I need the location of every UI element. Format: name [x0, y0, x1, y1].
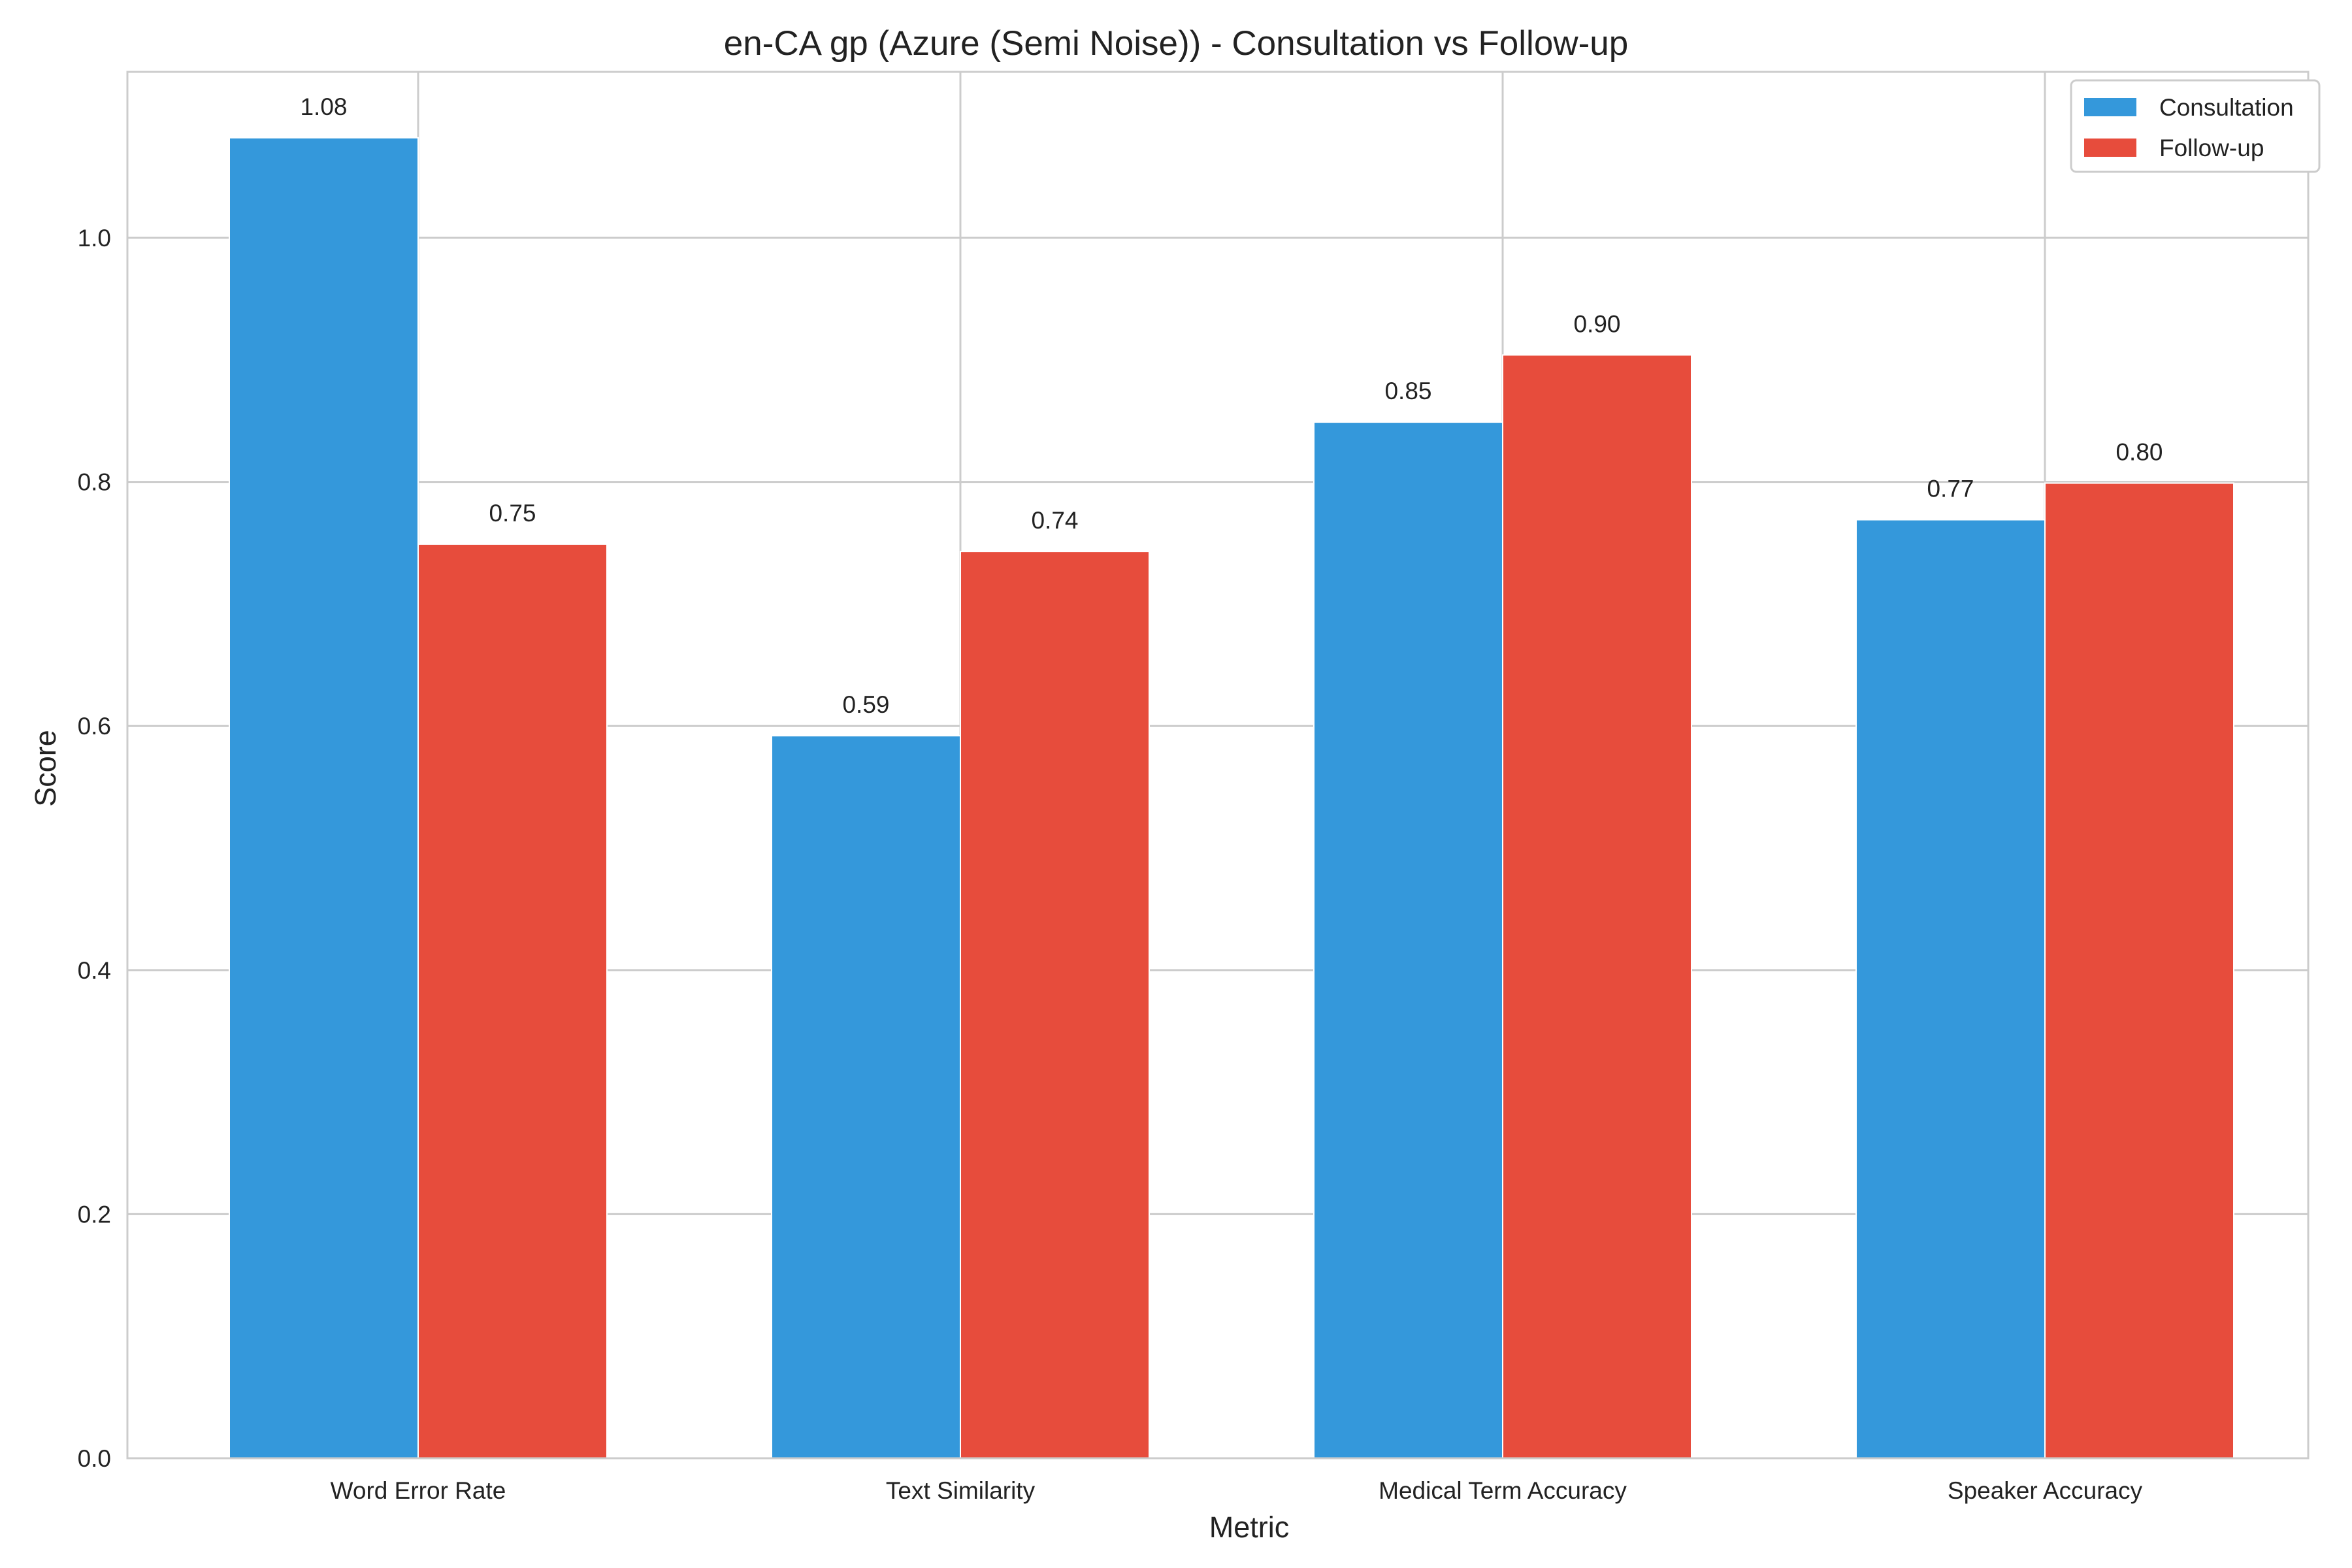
- legend-swatch: [2084, 139, 2136, 157]
- y-tick-label: 0.8: [78, 469, 111, 496]
- bar-value-label: 0.80: [2115, 439, 2163, 466]
- x-axis-title: Metric: [1209, 1511, 1290, 1544]
- bar-value-label: 0.74: [1031, 507, 1078, 534]
- bar-value-label: 0.90: [1573, 310, 1620, 337]
- bar-consultation: [1855, 519, 2046, 1459]
- chart-title: en-CA gp (Azure (Semi Noise)) - Consulta…: [724, 24, 1628, 63]
- bars: [229, 137, 2234, 1460]
- bar-follow-up: [960, 551, 1150, 1459]
- legend-swatch: [2084, 98, 2136, 116]
- y-tick-label: 0.4: [78, 957, 111, 984]
- legend-label: Follow-up: [2159, 135, 2264, 161]
- bar-follow-up: [417, 543, 608, 1459]
- x-tick-label: Medical Term Accuracy: [1379, 1477, 1627, 1504]
- bar-value-label: 0.85: [1384, 378, 1431, 404]
- y-axis-title: Score: [29, 730, 62, 807]
- legend: Consultation Follow-up: [2070, 79, 2321, 173]
- y-tick-label: 0.0: [78, 1445, 111, 1472]
- y-axis-ticks: 0.0 0.2 0.4 0.6 0.8 1.0: [78, 225, 111, 1472]
- plot-frame: [126, 71, 2310, 1460]
- bar-value-label: 0.75: [489, 500, 536, 527]
- y-tick-label: 0.6: [78, 713, 111, 740]
- x-axis-ticks: Word Error Rate Text Similarity Medical Te…: [331, 1477, 2143, 1504]
- bar-follow-up: [1502, 354, 1692, 1459]
- x-tick-label: Word Error Rate: [331, 1477, 506, 1504]
- bar-value-label: 0.77: [1927, 476, 1974, 502]
- y-tick-label: 0.2: [78, 1201, 111, 1228]
- bar-consultation: [1313, 421, 1503, 1459]
- bar-follow-up: [2044, 482, 2234, 1460]
- y-tick-label: 1.0: [78, 225, 111, 252]
- legend-label: Consultation: [2159, 94, 2294, 121]
- bar-value-labels: 1.08 0.59 0.85 0.77 0.75 0.74 0.90 0.80: [300, 93, 2163, 718]
- bar-value-label: 1.08: [300, 93, 347, 120]
- x-tick-label: Speaker Accuracy: [1948, 1477, 2143, 1504]
- bar-consultation: [771, 735, 961, 1459]
- bar-consultation: [229, 137, 419, 1459]
- bar-value-label: 0.59: [842, 691, 889, 718]
- x-tick-label: Text Similarity: [886, 1477, 1036, 1504]
